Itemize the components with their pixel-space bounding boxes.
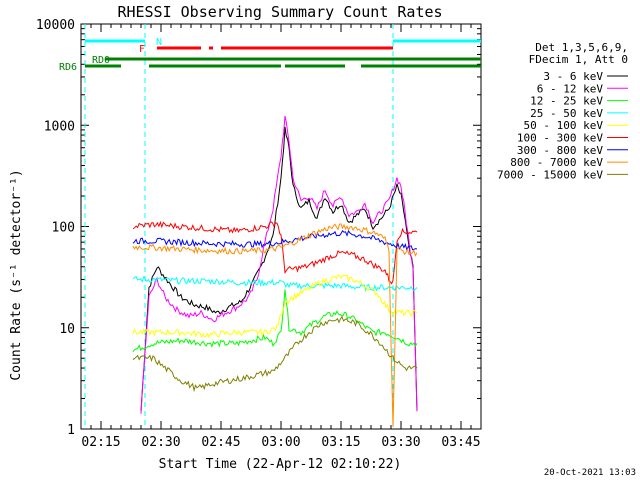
legend-label: 100 - 300 keV [517, 132, 603, 145]
x-tick-label: 02:45 [201, 435, 240, 450]
series-line [132, 275, 418, 293]
attenuator-boundary-lines [84, 24, 394, 429]
legend: Det 1,3,5,6,9,FDecim 1, Att 0 3 - 6 keV6 … [497, 41, 628, 181]
y-axis-label: Count Rate (s⁻¹ detector⁻¹) [9, 169, 24, 380]
x-tick-labels: 02:15 02:30 02:45 03:00 03:15 03:30 03:45 [81, 435, 480, 450]
legend-label: 6 - 12 keV [537, 82, 604, 95]
count-rate-series [132, 115, 418, 427]
y-tick-label: 100 [52, 221, 75, 236]
x-tick-label: 02:30 [141, 435, 180, 450]
series-line [132, 223, 418, 427]
state-bar-label: N [156, 37, 162, 48]
plot-border [80, 23, 482, 430]
legend-label: 7000 - 15000 keV [497, 168, 603, 181]
y-tick-labels: 1 10 100 1000 10000 [36, 18, 75, 438]
legend-label: 50 - 100 keV [524, 119, 604, 132]
legend-header: Det 1,3,5,6,9, [535, 41, 628, 54]
x-axis-label: Start Time (22-Apr-12 02:10:22) [159, 457, 402, 472]
series-line [140, 126, 418, 412]
plot-frame [80, 23, 482, 430]
state-bar-label: RD0 [92, 55, 110, 66]
series-line [132, 315, 418, 393]
y-tick-label: 10 [59, 322, 75, 337]
legend-label: 25 - 50 keV [530, 107, 603, 120]
series-line [140, 115, 418, 414]
x-tick-label: 03:45 [441, 435, 480, 450]
date-stamp: 20-Oct-2021 13:03 [544, 468, 636, 478]
legend-label: 12 - 25 keV [530, 95, 603, 108]
chart-title: RHESSI Observing Summary Count Rates [117, 3, 442, 21]
series-line [132, 274, 418, 339]
series-line [132, 220, 418, 285]
legend-label: 800 - 7000 keV [510, 156, 603, 169]
x-tick-label: 02:15 [81, 435, 120, 450]
series-line [132, 229, 418, 252]
state-bars: NF RD0 RD6 [59, 37, 481, 73]
y-tick-label: 1 [67, 423, 75, 438]
state-bar-label: RD6 [59, 62, 77, 73]
y-tick-label: 1000 [44, 119, 75, 134]
legend-header: FDecim 1, Att 0 [529, 53, 628, 66]
x-tick-label: 03:30 [381, 435, 420, 450]
x-tick-label: 03:15 [321, 435, 360, 450]
y-tick-label: 10000 [36, 18, 75, 33]
x-tick-label: 03:00 [261, 435, 300, 450]
legend-label: 3 - 6 keV [543, 70, 603, 83]
axis-ticks [80, 24, 482, 430]
series-line [132, 289, 418, 352]
state-bar-label: F [139, 44, 145, 55]
legend-label: 300 - 800 keV [517, 144, 603, 157]
